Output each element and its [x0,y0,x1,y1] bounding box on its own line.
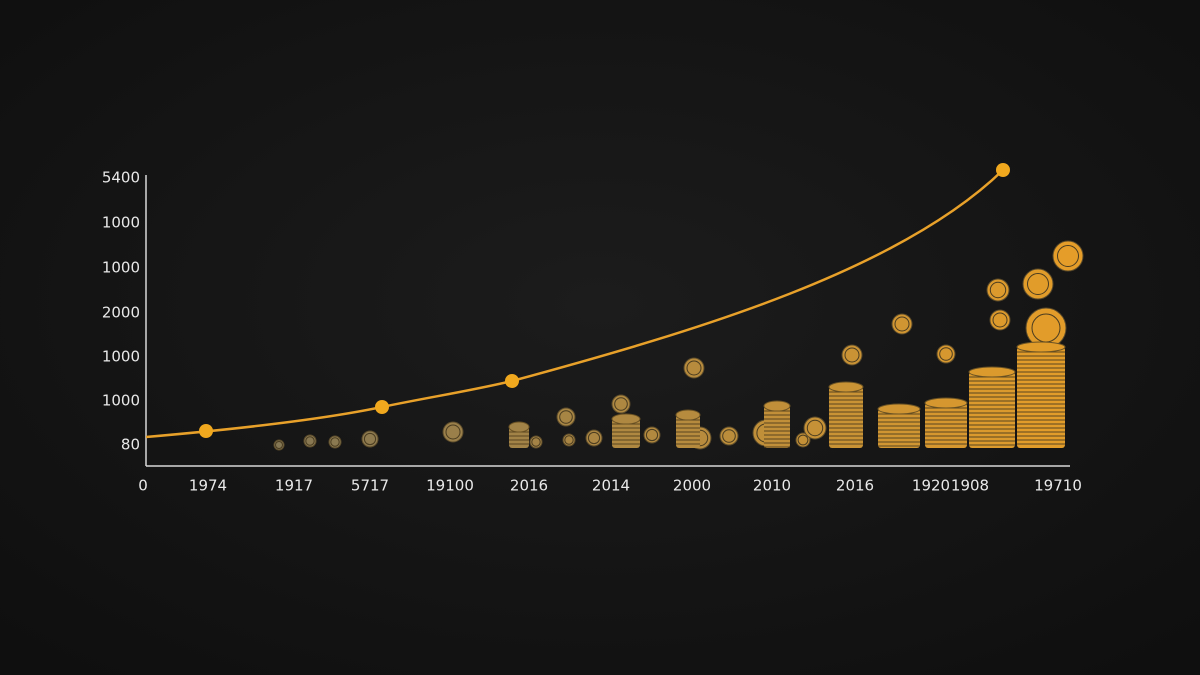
x-axis-label: 5717 [351,477,389,495]
coin-top [828,381,864,393]
coin-stack [829,387,863,448]
coin-top [611,413,641,425]
y-axis-label: 80 [121,436,140,454]
coin-rim [614,397,628,411]
trend-line [145,169,1004,439]
x-axis-label: 1908 [951,477,989,495]
coin-stack [1017,347,1065,448]
coin-top [877,403,921,415]
coin-rim [844,347,860,363]
coin-rim [363,432,377,446]
x-axis-label: 0 [138,477,148,495]
coin-top [1016,341,1066,353]
x-axis-label: 2016 [836,477,874,495]
y-axis-label: 1000 [102,348,140,366]
coin-rim [989,281,1007,299]
y-axis-label: 1000 [102,259,140,277]
coin-rim [686,360,702,376]
coin-rim [797,434,809,446]
coin-rim [939,347,953,361]
coin-top [508,421,530,433]
x-axis-label: 2016 [510,477,548,495]
x-axis-label: 2000 [673,477,711,495]
coin-rim [564,435,574,445]
coin-top [968,366,1016,378]
point [996,163,1010,177]
coin-rim [722,429,736,443]
y-axis-label: 2000 [102,304,140,322]
coin-top [924,397,968,409]
coin-rim [894,316,910,332]
coin-rim [559,410,573,424]
coin-rim [992,312,1008,328]
x-axis-label: 1920 [912,477,950,495]
y-axis-label: 1000 [102,214,140,232]
coin-rim [330,437,340,447]
coin-rim [1057,245,1079,267]
x-axis-label: 1917 [275,477,313,495]
coin-rim [445,424,461,440]
coin-rim [645,428,659,442]
coin-rim [806,419,824,437]
x-axis-label: 19100 [426,477,474,495]
y-axis-label: 1000 [102,392,140,410]
coin-rim [305,436,315,446]
x-axis-label: 19710 [1034,477,1082,495]
coin-stack [612,419,640,448]
coin-stack [925,403,967,448]
coin-top [675,409,701,421]
coin-rim [531,437,541,447]
point [505,374,519,388]
coin-top [763,400,791,412]
axis-labels: 5400 1000 1000 2000 1000 1000 80 0 1974 1917 5717 1… [102,169,1082,495]
point [199,424,213,438]
coin-rim [1027,273,1049,295]
point [375,400,389,414]
coin-rim [587,431,601,445]
y-axis-label: 5400 [102,169,140,187]
x-axis-label: 1974 [189,477,227,495]
coins [273,240,1084,451]
x-axis-label: 2010 [753,477,791,495]
x-axis-label: 2014 [592,477,630,495]
coin-rim [275,441,283,449]
